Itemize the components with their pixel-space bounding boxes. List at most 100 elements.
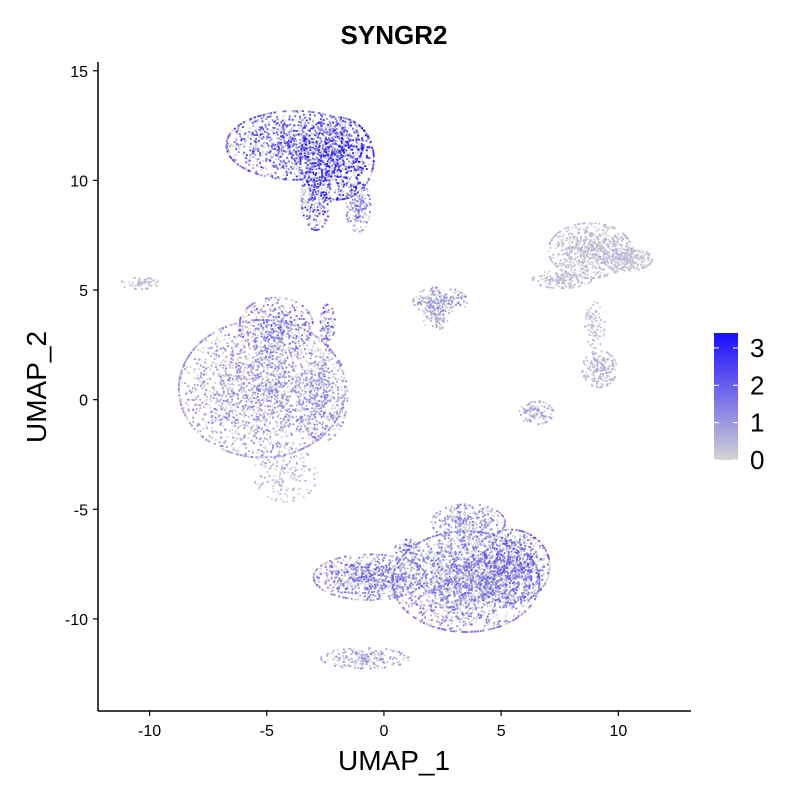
cell-point [321,356,324,358]
cell-point [304,427,307,429]
cell-point [300,167,303,169]
cell-point [320,188,323,190]
cell-point [510,559,513,562]
cell-point [505,538,507,541]
cell-point [467,566,470,569]
cell-point [328,328,331,330]
cell-point [623,258,626,261]
cell-point [543,274,546,276]
cell-point [452,585,455,588]
cell-point [225,374,227,377]
cell-point [520,550,523,553]
cell-point [277,456,280,459]
cell-point [436,577,438,580]
cell-point [322,384,324,387]
cell-point [320,112,323,115]
cell-point [465,624,468,626]
cell-point [322,319,325,322]
cell-point [264,113,267,116]
cell-point [484,594,487,597]
cell-point [361,190,363,193]
cell-point [234,335,237,338]
cell-point [241,331,244,334]
cell-point [268,312,271,315]
cell-point [643,264,646,266]
cell-point [267,120,270,123]
cell-point [326,401,328,403]
cell-point [304,189,307,191]
cell-point [255,424,258,427]
cell-point [567,276,569,278]
cell-point [498,535,501,538]
cell-point [252,331,255,334]
cell-point [475,618,478,621]
cell-point [256,160,259,162]
cell-point [543,421,546,424]
cell-point [355,153,358,156]
cell-point [303,418,305,421]
cell-point [308,165,310,167]
cell-point [278,475,281,477]
cell-point [566,249,568,252]
cell-point [477,603,479,605]
cell-point [283,125,286,127]
cell-point [353,182,356,185]
cell-point [332,419,334,422]
cell-point [219,373,222,375]
cell-point [595,245,597,248]
cell-point [499,576,502,579]
cell-point [548,270,551,272]
cell-point [358,150,361,153]
cell-point [285,425,287,428]
cell-point [615,268,618,271]
cell-point [598,265,600,267]
cell-point [281,420,284,423]
cell-point [294,339,297,342]
cell-point [324,370,327,373]
cell-point [494,571,496,574]
cell-point [363,585,366,588]
cell-point [479,601,481,603]
cell-point [508,589,511,592]
cell-point [327,177,329,180]
cell-point [633,255,636,257]
cell-point [308,339,310,341]
cell-point [275,127,278,129]
cell-point [515,539,518,542]
cell-point [281,430,284,433]
cell-point [475,541,478,544]
cell-point [247,394,249,397]
cell-point [267,371,269,374]
cell-point [211,419,214,422]
cell-point [463,293,466,296]
cell-point [245,367,248,370]
cell-point [284,391,286,394]
cell-point [461,294,463,297]
cell-point [287,423,289,426]
cell-point [301,187,303,190]
cell-point [200,383,202,386]
cell-point [293,477,296,479]
cell-point [474,584,477,587]
cell-point [464,542,467,545]
cell-point [468,576,471,579]
cell-point [242,414,245,417]
cell-point [547,568,549,571]
cell-point [245,391,248,393]
cell-point [602,375,604,378]
cell-point [245,340,248,343]
cell-point [355,203,358,206]
cell-point [332,135,335,138]
cell-point [507,570,509,572]
cell-point [500,548,503,551]
cell-point [302,372,304,375]
cell-point [231,130,234,132]
cell-point [470,607,473,610]
cell-point [560,264,562,267]
cell-point [229,132,232,134]
cell-point [201,346,204,349]
cell-point [423,312,426,314]
cell-point [303,406,306,409]
cell-point [426,295,429,298]
cell-point [542,422,544,425]
